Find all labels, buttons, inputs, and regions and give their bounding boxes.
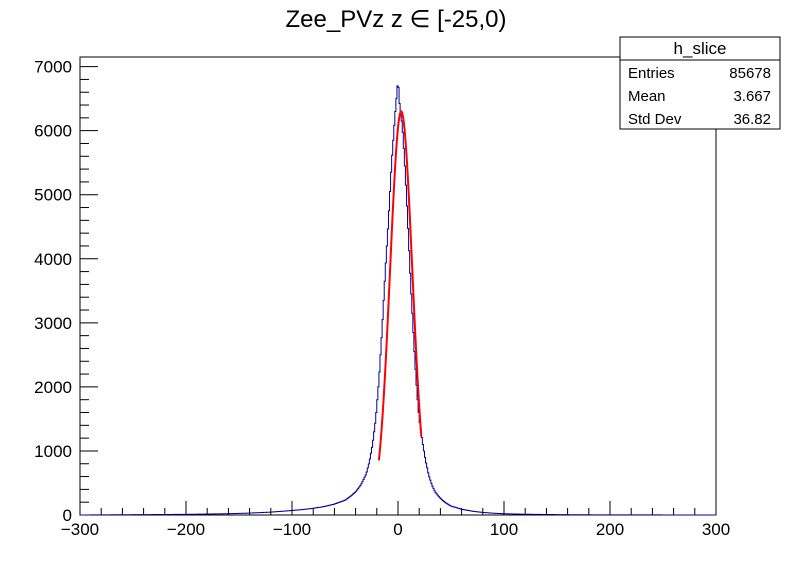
stats-entries-value: 85678: [729, 65, 771, 82]
histogram-series: [80, 85, 716, 516]
x-axis: −300 −200 −100 0 100 200 300: [61, 501, 730, 539]
histogram-layer: [80, 85, 716, 516]
stats-box-frame: [619, 36, 781, 130]
y-tick-label: 2000: [34, 378, 72, 397]
x-tick-label: −200: [167, 520, 205, 539]
stats-stddev-value: 36.82: [733, 111, 771, 128]
y-tick-label: 3000: [34, 314, 72, 333]
stats-box: h_slice Entries 85678 Mean 3.667 Std Dev…: [619, 36, 781, 130]
y-tick-label: 1000: [34, 442, 72, 461]
stats-mean-label: Mean: [628, 88, 666, 105]
x-tick-label: −100: [273, 520, 311, 539]
stats-entries-label: Entries: [628, 65, 675, 82]
x-tick-label: 300: [702, 520, 730, 539]
chart-title: Zee_PVz z ∈ [-25,0): [286, 6, 507, 33]
stats-box-title: h_slice: [674, 39, 727, 58]
stats-stddev-label: Std Dev: [628, 111, 682, 128]
gaussian-fit-curve: [377, 110, 423, 461]
x-tick-label: 200: [596, 520, 624, 539]
y-tick-label: 5000: [34, 186, 72, 205]
y-tick-label: 4000: [34, 250, 72, 269]
x-tick-label: 100: [490, 520, 518, 539]
y-tick-label: 7000: [34, 58, 72, 77]
fit-layer: [377, 110, 423, 461]
x-tick-label: 0: [393, 520, 402, 539]
y-tick-label: 0: [63, 506, 72, 525]
y-axis: 0 1000 2000 3000 4000 5000 6000 7000: [34, 58, 98, 525]
y-tick-label: 6000: [34, 122, 72, 141]
x-tick-label: −300: [61, 520, 99, 539]
stats-mean-value: 3.667: [733, 88, 771, 105]
